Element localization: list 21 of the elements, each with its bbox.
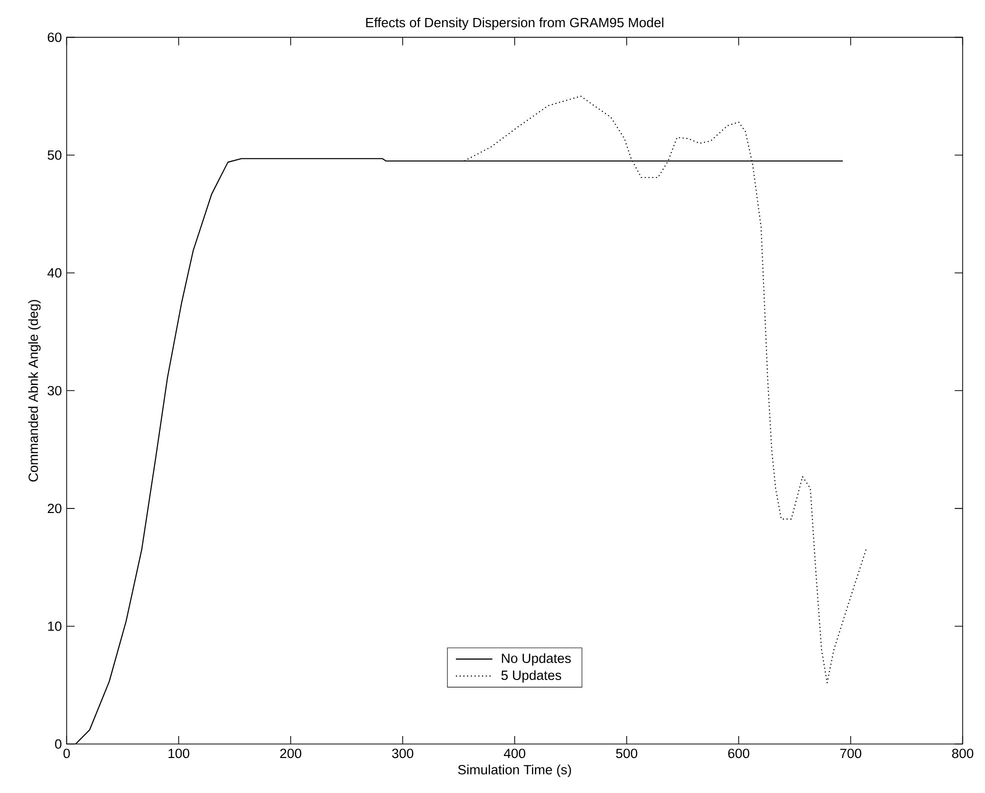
y-tick-label: 60: [48, 32, 62, 42]
y-tick-label: 10: [48, 622, 62, 631]
x-tick-label: 400: [504, 748, 526, 758]
y-axis-title: Commanded Abnk Angle (deg): [28, 300, 41, 482]
x-tick-label: 500: [616, 748, 638, 758]
y-tick-label: 0: [55, 739, 62, 749]
y-tick-label: 50: [48, 150, 62, 160]
x-tick-label: 700: [840, 748, 862, 758]
y-tick-label: 40: [47, 268, 62, 278]
chart-title: Effects of Density Dispersion from GRAM95 Model: [366, 18, 664, 30]
x-axis-title: Simulation Time (s): [458, 764, 571, 778]
x-tick-label: 800: [952, 748, 974, 758]
x-tick-label: 300: [392, 748, 414, 758]
x-tick-label: 100: [168, 748, 190, 758]
y-tick-label: 30: [48, 386, 62, 396]
x-tick-label: 0: [63, 748, 70, 758]
x-tick-label: 200: [280, 748, 302, 758]
y-tick-label: 20: [48, 504, 62, 514]
legend-label: No Updates: [502, 653, 571, 666]
x-tick-label: 600: [728, 748, 750, 758]
legend-label: 5 Updates: [501, 670, 562, 683]
